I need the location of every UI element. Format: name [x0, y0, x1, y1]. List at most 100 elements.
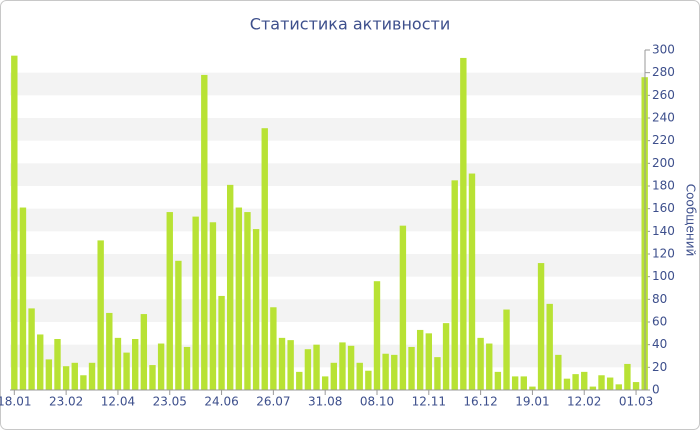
bar	[529, 386, 536, 390]
bar	[192, 216, 199, 390]
bar	[581, 371, 588, 390]
y-tick-label: 260	[652, 88, 675, 102]
y-tick-label: 300	[652, 43, 675, 57]
x-tick-label: 16.12	[463, 395, 497, 409]
bar	[62, 366, 70, 390]
bar	[71, 362, 78, 390]
x-tick-label: 18.01	[0, 395, 31, 409]
bar	[114, 337, 122, 390]
y-tick-label: 20	[652, 360, 667, 374]
bar	[106, 312, 113, 390]
bar	[209, 222, 217, 390]
y-tick-label: 40	[652, 337, 667, 351]
bar	[511, 376, 519, 390]
grid-band	[10, 163, 645, 186]
bar	[19, 207, 27, 390]
x-tick-label: 23.05	[153, 395, 187, 409]
bar	[546, 303, 553, 390]
x-tick-label: 31.08	[308, 395, 342, 409]
x-tick-label: 01.03	[619, 395, 653, 409]
bar	[382, 353, 389, 390]
x-tick-label: 08.10	[360, 395, 394, 409]
bar	[606, 377, 614, 390]
bar	[11, 55, 18, 391]
bar	[451, 180, 458, 390]
bar	[157, 343, 165, 390]
y-axis-label: Сообщений	[684, 184, 698, 257]
bar	[339, 342, 346, 390]
bar	[37, 334, 44, 390]
grid-band	[10, 72, 645, 96]
y-tick-label: 120	[652, 247, 675, 261]
x-tick-label: 23.02	[49, 395, 83, 409]
bar	[270, 307, 277, 390]
bar	[132, 339, 139, 390]
bar	[615, 384, 622, 390]
y-tick-label: 0	[652, 383, 660, 397]
bar	[166, 212, 173, 390]
y-tick-label: 240	[652, 111, 675, 125]
bar	[589, 386, 597, 390]
bar	[477, 337, 484, 390]
bar	[28, 308, 35, 390]
bar	[537, 263, 545, 390]
bar	[201, 74, 208, 390]
bar	[252, 229, 260, 390]
bar	[460, 57, 467, 390]
x-tick-label: 12.11	[412, 395, 446, 409]
bar	[416, 329, 424, 390]
bar	[598, 375, 605, 390]
bar	[45, 359, 53, 390]
y-tick-label: 160	[652, 201, 675, 215]
bar	[123, 352, 130, 390]
bar	[149, 365, 156, 390]
bar	[235, 207, 243, 390]
y-tick-label: 80	[652, 292, 667, 306]
bar	[140, 314, 148, 390]
bar	[425, 333, 432, 390]
grid-band	[10, 254, 645, 277]
x-tick-label: 12.04	[101, 395, 135, 409]
bar	[391, 354, 398, 390]
bar	[632, 382, 640, 390]
x-tick-label: 26.07	[256, 395, 290, 409]
x-tick-label: 24.06	[204, 395, 238, 409]
bar	[563, 378, 571, 390]
x-tick-label: 12.02	[567, 395, 601, 409]
grid-band	[10, 208, 645, 232]
bar	[278, 337, 286, 390]
y-tick-label: 220	[652, 133, 675, 147]
bar	[373, 281, 381, 390]
bar	[261, 128, 268, 390]
y-tick-label: 100	[652, 269, 675, 283]
bar	[399, 225, 407, 390]
bar	[520, 376, 527, 390]
chart-title: Статистика активности	[250, 15, 450, 34]
bar	[468, 173, 476, 390]
bar	[503, 309, 510, 390]
bar	[494, 371, 502, 390]
bar	[486, 343, 493, 390]
bar	[624, 363, 631, 390]
bar	[88, 362, 96, 390]
bar	[175, 260, 182, 390]
y-tick-label: 200	[652, 156, 675, 170]
bar	[287, 340, 294, 390]
bar	[555, 354, 562, 390]
bar	[330, 362, 338, 390]
bar	[304, 349, 312, 390]
bar	[218, 295, 225, 390]
x-tick-label: 19.01	[515, 395, 549, 409]
bar	[347, 345, 355, 390]
bar	[321, 376, 329, 390]
y-tick-label: 140	[652, 224, 675, 238]
bar	[408, 346, 415, 390]
bar	[296, 371, 303, 390]
bar	[80, 375, 87, 390]
y-tick-label: 180	[652, 179, 675, 193]
bar	[572, 374, 579, 390]
bar	[434, 357, 441, 390]
bar	[442, 323, 450, 390]
bar	[54, 339, 61, 390]
